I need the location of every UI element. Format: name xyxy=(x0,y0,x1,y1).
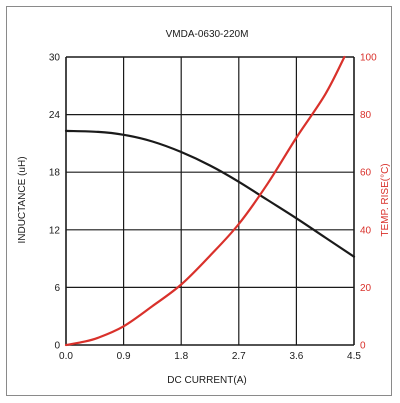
x-tick-label: 2.7 xyxy=(232,351,246,362)
y-left-axis-title: INDUCTANCE (uH) xyxy=(17,156,28,243)
y-left-tick-label: 0 xyxy=(54,341,60,352)
grid xyxy=(65,56,355,346)
chart-title: VMDA-0630-220M xyxy=(166,29,249,40)
y-right-tick-label: 100 xyxy=(360,53,377,64)
y-left-tick-label: 30 xyxy=(49,53,61,64)
y-left-tick-label: 6 xyxy=(54,283,60,294)
chart-frame xyxy=(6,6,392,396)
x-tick-label: 0.0 xyxy=(59,351,73,362)
y-right-axis-title: TEMP. RISE(°C) xyxy=(380,163,391,236)
series-lines xyxy=(64,55,356,347)
x-tick-label: 4.5 xyxy=(347,351,361,362)
y-right-tick-label: 60 xyxy=(360,168,372,179)
x-tick-label: 0.9 xyxy=(117,351,131,362)
x-tick-label: 3.6 xyxy=(289,351,303,362)
inductance-line xyxy=(64,129,356,258)
x-axis-title: DC CURRENT(A) xyxy=(167,375,246,386)
y-right-tick-label: 80 xyxy=(360,110,372,121)
y-right-tick-label: 40 xyxy=(360,225,372,236)
y-left-tick-label: 12 xyxy=(49,225,61,236)
y-left-tick-label: 24 xyxy=(49,110,61,121)
y-left-tick-label: 18 xyxy=(49,168,61,179)
temperature-rise-line xyxy=(64,55,346,347)
y-right-tick-label: 0 xyxy=(360,341,366,352)
x-tick-label: 1.8 xyxy=(174,351,188,362)
y-right-tick-label: 20 xyxy=(360,283,372,294)
